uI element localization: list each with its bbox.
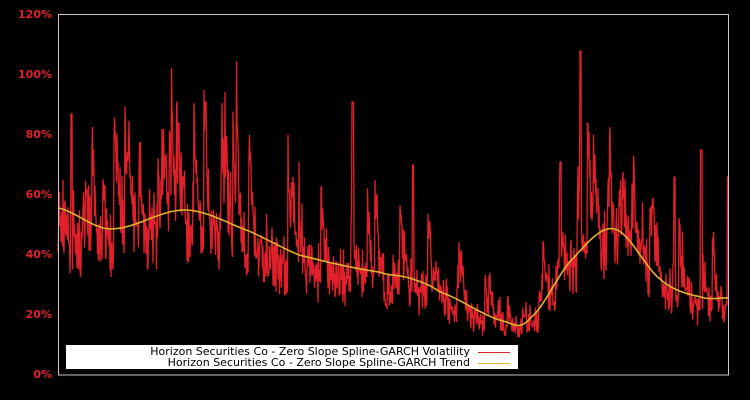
y-tick-label: 80%: [25, 128, 52, 141]
volatility-series: [57, 50, 729, 338]
y-tick-label: 100%: [18, 68, 52, 81]
y-tick-label: 120%: [18, 8, 52, 21]
legend: Horizon Securities Co - Zero Slope Splin…: [66, 345, 518, 369]
legend-item-trend: Horizon Securities Co - Zero Slope Splin…: [168, 357, 510, 369]
y-tick-label: 40%: [25, 248, 52, 261]
legend-swatch-volatility: [478, 351, 510, 353]
y-tick-label: 20%: [25, 308, 52, 321]
plot-frame: [58, 14, 729, 376]
legend-item-volatility: Horizon Securities Co - Zero Slope Splin…: [150, 346, 510, 358]
y-tick-label: 60%: [25, 188, 52, 201]
y-tick-label: 0%: [33, 368, 52, 381]
legend-swatch-trend: [478, 362, 510, 364]
legend-label-trend: Horizon Securities Co - Zero Slope Splin…: [167, 356, 470, 369]
legend-label-volatility: Horizon Securities Co - Zero Slope Splin…: [150, 345, 470, 358]
trend-series: [57, 207, 728, 327]
